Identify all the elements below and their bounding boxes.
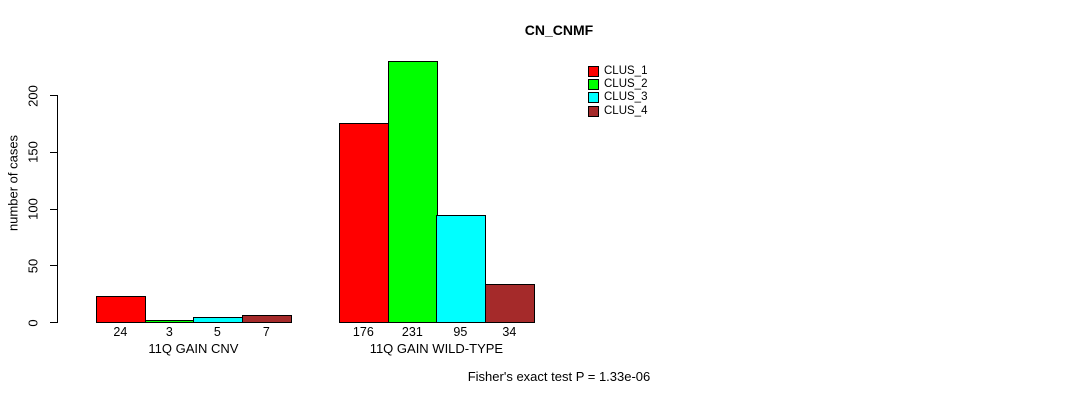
bar-clus_3-group1 — [193, 317, 243, 323]
y-tick — [50, 151, 57, 153]
annotation-text: Fisher's exact test P = 1.33e-06 — [467, 369, 651, 384]
bar-clus_4-group1 — [242, 315, 292, 323]
bar-clus_4-group2 — [485, 284, 535, 323]
bar-value-label: 176 — [352, 325, 374, 339]
legend-swatch-clus_2 — [588, 79, 599, 91]
legend-label: CLUS_4 — [604, 104, 648, 117]
category-label: 11Q GAIN WILD-TYPE — [369, 341, 504, 356]
bar-value-label: 7 — [262, 325, 270, 339]
legend-label: CLUS_1 — [604, 65, 648, 77]
y-tick-label: 150 — [25, 141, 41, 164]
y-tick — [50, 265, 57, 267]
bar-clus_1-group2 — [339, 123, 389, 323]
y-tick-label: 200 — [25, 84, 41, 107]
y-tick — [50, 95, 57, 96]
y-tick — [50, 322, 57, 323]
bar-clus_1-group1 — [96, 296, 146, 323]
y-tick — [50, 208, 57, 210]
category-label: 11Q GAIN CNV — [148, 341, 239, 356]
legend-swatch-clus_4 — [588, 105, 599, 117]
y-axis-label: number of cases — [5, 134, 21, 232]
legend-swatch-clus_1 — [588, 66, 599, 77]
legend-label: CLUS_2 — [604, 78, 648, 91]
y-tick-label: 50 — [25, 258, 41, 273]
bar-value-label: 231 — [401, 325, 423, 339]
chart-title: CN_CNMF — [524, 22, 594, 38]
y-axis-line — [57, 95, 58, 323]
legend-label: CLUS_3 — [604, 91, 648, 104]
bar-clus_2-group1 — [145, 320, 195, 323]
y-tick-label: 100 — [25, 198, 41, 220]
y-tick-label: 0 — [25, 318, 41, 327]
bar-value-label: 24 — [113, 325, 128, 339]
bar-value-label: 3 — [165, 325, 173, 339]
bar-value-label: 5 — [213, 325, 221, 339]
bar-clus_2-group2 — [388, 61, 438, 323]
legend-swatch-clus_3 — [588, 92, 599, 104]
bar-value-label: 34 — [502, 325, 517, 339]
bar-clus_3-group2 — [436, 215, 486, 323]
bar-value-label: 95 — [453, 325, 468, 339]
